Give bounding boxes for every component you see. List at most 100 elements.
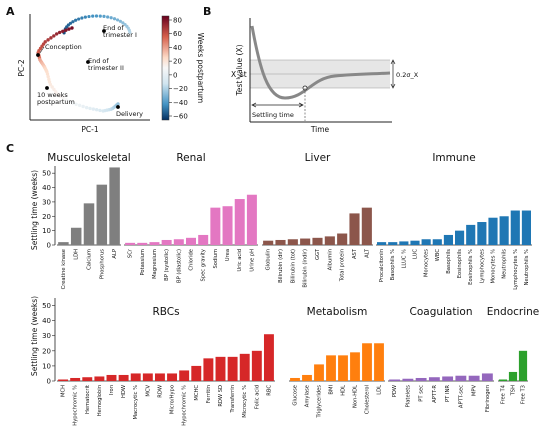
- annotation-trimester-2-line1: End of: [88, 57, 109, 65]
- pca-point: [121, 21, 125, 25]
- bar: [239, 353, 250, 381]
- y-tick-label: 40: [42, 317, 51, 325]
- pca-point: [45, 72, 50, 76]
- bar-category-label: Transferrin: [230, 385, 236, 414]
- b-y-label: Test value (X): [235, 44, 244, 96]
- pca-point: [88, 106, 92, 111]
- pca-point: [55, 92, 60, 96]
- bar-category-label: Sodium: [213, 249, 219, 269]
- bar: [94, 376, 105, 381]
- bar: [362, 343, 372, 381]
- bar: [106, 374, 117, 381]
- b-x-label: Time: [310, 125, 330, 134]
- bar-category-label: Lymphocytes %: [513, 249, 519, 290]
- pca-y-label: PC-2: [17, 59, 26, 76]
- annotation-conception: Conception: [45, 43, 82, 51]
- pca-point: [47, 80, 52, 84]
- bar: [377, 242, 387, 245]
- annotation-trimester-2-line2: trimester II: [88, 64, 124, 72]
- bar-category-label: APTT-R: [432, 385, 438, 403]
- bar-category-label: Folic acid: [254, 385, 260, 409]
- bar-y-label-bottom: Settling time (weeks): [30, 296, 39, 376]
- bar-category-label: SCr: [128, 248, 134, 258]
- bar-category-label: Phosphorus: [99, 249, 105, 279]
- bar-category-label: BP (diastolic): [176, 249, 182, 283]
- bar-category-label: RDW SD: [218, 385, 224, 407]
- pca-point: [74, 18, 78, 22]
- bar: [203, 358, 214, 381]
- bar: [389, 379, 401, 381]
- bar: [468, 375, 480, 381]
- bar: [432, 239, 442, 245]
- bar: [109, 167, 120, 245]
- y-tick-label: 20: [42, 347, 51, 355]
- bar: [488, 217, 498, 245]
- bar-category-label: BMI: [329, 385, 335, 395]
- bar-category-label: MCHC: [194, 385, 200, 401]
- bar-category-label: Free T4: [501, 384, 507, 404]
- pca-point: [50, 85, 54, 89]
- pca-landmark: [86, 60, 90, 64]
- bar: [263, 334, 274, 381]
- pca-point: [58, 94, 62, 98]
- bar: [374, 343, 384, 381]
- bar-category-label: Basophils %: [390, 249, 396, 280]
- panel-label-a: A: [6, 5, 15, 18]
- bar: [499, 216, 509, 245]
- bar-category-label: Eosinophils: [457, 249, 463, 279]
- bar-category-label: Total protein: [340, 249, 346, 282]
- y-tick-label: 20: [42, 213, 51, 221]
- pca-point: [91, 14, 95, 18]
- bar: [442, 376, 454, 381]
- bar: [167, 373, 178, 381]
- bar-category-label: HDW: [121, 385, 127, 398]
- colorbar-tick-label: −40: [173, 99, 188, 107]
- pca-landmark: [102, 29, 106, 33]
- group-title: Immune: [432, 152, 475, 164]
- colorbar-tick-label: 80: [173, 17, 182, 25]
- band-arrowheads: [390, 59, 396, 89]
- pca-point: [83, 15, 87, 19]
- bar: [314, 364, 324, 381]
- bar: [410, 240, 420, 245]
- panel-a: PC-1 PC-2 Conception End of trimester I …: [17, 14, 205, 134]
- pca-point: [70, 101, 75, 105]
- pca-point: [64, 28, 68, 32]
- bar-category-label: Lymphocytes: [479, 249, 485, 283]
- panel-b: Test value (X) Time X_st 0.2σ_X Settling…: [231, 18, 419, 134]
- group-title: Coagulation: [410, 306, 473, 318]
- bar: [510, 210, 520, 245]
- bar-category-label: Creatine kinase: [61, 249, 67, 289]
- bar-category-label: Globulin: [266, 249, 272, 270]
- bar: [263, 240, 274, 245]
- pca-point: [98, 108, 102, 113]
- bar: [179, 370, 190, 381]
- bar-category-label: Potassium: [140, 249, 146, 276]
- bar: [137, 242, 148, 245]
- bar: [222, 206, 233, 245]
- colorbar-tick-label: 40: [173, 44, 182, 52]
- pca-point: [47, 77, 51, 82]
- bar: [455, 230, 465, 245]
- colorbar-ticks: 80 60 40 20 0 −20 −40 −60: [169, 17, 188, 121]
- bar: [477, 222, 487, 245]
- y-tick-label: 30: [42, 198, 51, 206]
- bar-category-label: Calcium: [87, 249, 93, 270]
- bar: [290, 377, 300, 381]
- band-label: 0.2σ_X: [396, 71, 419, 79]
- annotation-trimester-1-line1: End of: [103, 24, 124, 32]
- bar-category-label: Cholesterol: [365, 385, 371, 414]
- bar: [275, 239, 286, 245]
- pca-point: [71, 20, 75, 24]
- bar-category-label: Microcytic %: [242, 385, 248, 418]
- annotation-delivery: Delivery: [116, 110, 143, 118]
- pca-point: [98, 14, 102, 18]
- bar: [186, 237, 196, 245]
- colorbar-tick-label: 20: [173, 58, 182, 66]
- bar: [234, 199, 245, 245]
- pca-point: [52, 87, 56, 92]
- bar-y-label-top: Settling time (weeks): [30, 170, 39, 250]
- bar: [466, 224, 476, 245]
- bar-category-label: Bilirubin (dir): [278, 249, 284, 283]
- bar-category-label: TSH: [511, 385, 517, 396]
